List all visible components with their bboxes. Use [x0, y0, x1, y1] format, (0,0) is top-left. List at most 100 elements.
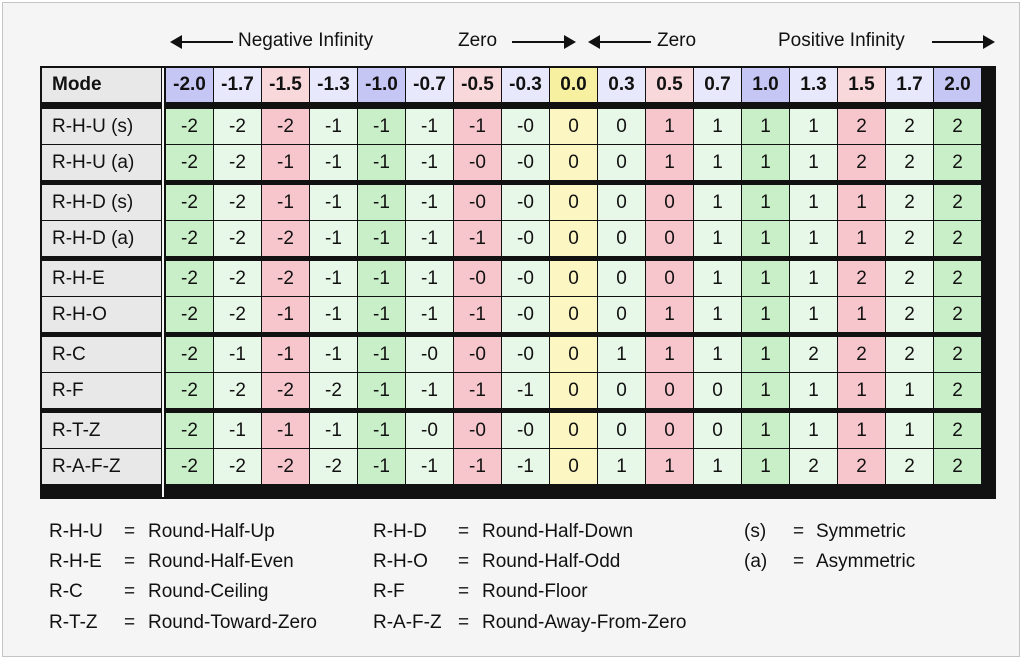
- table-cell: 2: [886, 337, 933, 372]
- table-cell: -2: [166, 109, 213, 144]
- column-header: -0.5: [454, 68, 501, 102]
- positive-infinity-label: Positive Infinity: [778, 30, 905, 51]
- legend-eq: =: [793, 551, 805, 572]
- table-cell: 2: [790, 337, 837, 372]
- table-cell: -0: [502, 261, 549, 296]
- table-cell: 1: [742, 145, 789, 180]
- table-cell: 2: [838, 261, 885, 296]
- table-cell: -0: [406, 337, 453, 372]
- table-cell: -1: [406, 185, 453, 220]
- mode-header: Mode: [42, 68, 161, 102]
- table-cell: -1: [262, 337, 309, 372]
- table-cell: -0: [502, 145, 549, 180]
- table-cell: -0: [406, 413, 453, 448]
- legend-abbr: R-H-D: [373, 521, 427, 542]
- table-cell: 1: [838, 297, 885, 332]
- table-cell: 1: [790, 373, 837, 408]
- table-cell: 0: [550, 221, 597, 256]
- column-header: 0.3: [598, 68, 645, 102]
- column-header: 1.0: [742, 68, 789, 102]
- table-cell: -1: [262, 145, 309, 180]
- table-cell: 0: [694, 413, 741, 448]
- table-cell: -1: [310, 261, 357, 296]
- legend-abbr: R-T-Z: [49, 612, 98, 633]
- table-cell: -1: [358, 145, 405, 180]
- table-cell: 1: [790, 297, 837, 332]
- table-cell: 0: [598, 145, 645, 180]
- table-cell: -2: [214, 221, 261, 256]
- table-cell: -2: [262, 109, 309, 144]
- table-cell: 2: [934, 109, 981, 144]
- table-cell: 0: [550, 373, 597, 408]
- column-header: 0.7: [694, 68, 741, 102]
- table-cell: -0: [454, 337, 501, 372]
- table-cell: 1: [646, 337, 693, 372]
- legend-text: Round-Half-Even: [148, 551, 294, 572]
- legend-text: Round-Away-From-Zero: [482, 612, 687, 633]
- table-cell: 2: [934, 449, 981, 484]
- table-cell: -1: [406, 109, 453, 144]
- table-cell: -1: [358, 337, 405, 372]
- table-cell: 1: [838, 413, 885, 448]
- arrow-line: [512, 41, 566, 43]
- table-cell: -0: [502, 413, 549, 448]
- table-cell: -1: [358, 373, 405, 408]
- table-cell: -2: [214, 185, 261, 220]
- row-mode-label: R-F: [42, 373, 161, 408]
- table-cell: 2: [790, 449, 837, 484]
- table-cell: 0: [598, 261, 645, 296]
- column-header: 2.0: [934, 68, 981, 102]
- table-cell: 1: [646, 109, 693, 144]
- table-cell: 0: [550, 297, 597, 332]
- column-header: 1.3: [790, 68, 837, 102]
- table-cell: -1: [214, 413, 261, 448]
- table-cell: -2: [262, 221, 309, 256]
- table-cell: 0: [550, 337, 597, 372]
- legend-abbr: (s): [744, 521, 767, 542]
- table-cell: 1: [742, 221, 789, 256]
- table-cell: 1: [886, 413, 933, 448]
- mode-column-separator: [162, 68, 164, 497]
- table-cell: 1: [742, 297, 789, 332]
- table-cell: 2: [886, 449, 933, 484]
- row-mode-label: R-H-D (s): [42, 185, 161, 220]
- table-cell: 2: [934, 261, 981, 296]
- negative-infinity-label: Negative Infinity: [238, 30, 374, 51]
- legend-text: Round-Half-Down: [482, 521, 634, 542]
- table-cell: 0: [550, 185, 597, 220]
- column-header: -1.7: [214, 68, 261, 102]
- table-cell: -1: [262, 185, 309, 220]
- table-cell: -2: [166, 185, 213, 220]
- table-cell: 1: [646, 297, 693, 332]
- row-mode-label: R-T-Z: [42, 413, 161, 448]
- column-header: 1.5: [838, 68, 885, 102]
- table-cell: 2: [934, 413, 981, 448]
- table-cell: 1: [742, 109, 789, 144]
- table-cell: -1: [406, 145, 453, 180]
- column-header: 0.5: [646, 68, 693, 102]
- row-mode-label: R-C: [42, 337, 161, 372]
- legend-eq: =: [124, 551, 136, 572]
- legend-abbr: R-A-F-Z: [373, 612, 442, 633]
- table-cell: -1: [406, 449, 453, 484]
- table-cell: 2: [838, 337, 885, 372]
- table-cell: -1: [454, 221, 501, 256]
- table-cell: 0: [550, 449, 597, 484]
- table-cell: -1: [358, 221, 405, 256]
- table-cell: -2: [166, 449, 213, 484]
- table-cell: 1: [598, 449, 645, 484]
- legend-abbr: R-F: [373, 581, 405, 602]
- row-mode-label: R-A-F-Z: [42, 449, 161, 484]
- table-cell: -1: [358, 297, 405, 332]
- table-cell: -2: [310, 449, 357, 484]
- table-cell: -2: [214, 297, 261, 332]
- table-cell: 0: [598, 413, 645, 448]
- table-cell: 1: [694, 185, 741, 220]
- table-cell: 0: [550, 109, 597, 144]
- legend-eq: =: [793, 521, 805, 542]
- column-header: -1.0: [358, 68, 405, 102]
- table-cell: -2: [166, 373, 213, 408]
- table-cell: -1: [310, 413, 357, 448]
- table-cell: 2: [886, 185, 933, 220]
